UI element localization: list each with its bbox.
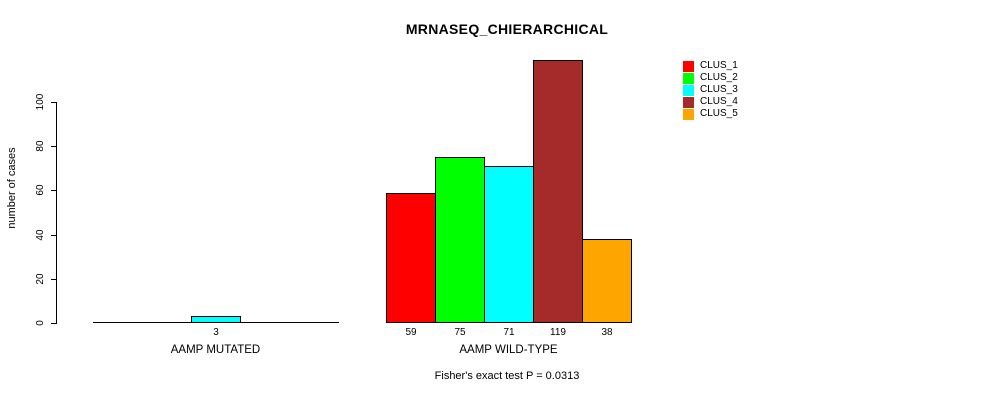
bar bbox=[435, 157, 485, 323]
bar-value-label: 71 bbox=[503, 327, 515, 338]
zero-bar-line bbox=[240, 322, 290, 323]
y-tick bbox=[51, 146, 56, 147]
legend-swatch bbox=[683, 108, 694, 120]
y-tick bbox=[51, 235, 56, 236]
zero-bar-line bbox=[93, 322, 143, 323]
legend-label: CLUS_5 bbox=[700, 108, 738, 119]
bar bbox=[386, 193, 436, 323]
bar-value-label: 3 bbox=[213, 327, 219, 338]
y-tick-label: 0 bbox=[34, 320, 46, 326]
legend-label: CLUS_1 bbox=[700, 60, 738, 71]
zero-bar-line bbox=[289, 322, 339, 323]
x-group-label: AAMP MUTATED bbox=[170, 344, 261, 356]
y-tick-label: 100 bbox=[34, 93, 46, 111]
y-tick bbox=[51, 190, 56, 191]
legend-label: CLUS_4 bbox=[700, 96, 738, 107]
legend-item: CLUS_3 bbox=[683, 84, 738, 96]
zero-bar-line bbox=[142, 322, 192, 323]
bar-value-label: 38 bbox=[601, 327, 613, 338]
legend-item: CLUS_2 bbox=[683, 72, 738, 84]
bar-value-label: 75 bbox=[454, 327, 466, 338]
legend-item: CLUS_4 bbox=[683, 96, 738, 108]
bar-value-label: 119 bbox=[550, 327, 566, 338]
y-axis-label: number of cases bbox=[6, 147, 18, 229]
y-tick-label: 60 bbox=[34, 184, 46, 196]
chart-title: MRNASEQ_CHIERARCHICAL bbox=[405, 21, 609, 37]
bar bbox=[533, 60, 583, 323]
legend: CLUS_1 CLUS_2 CLUS_3 CLUS_4 CLUS_5 bbox=[683, 60, 738, 120]
legend-swatch bbox=[683, 96, 694, 108]
legend-swatch bbox=[683, 72, 694, 84]
x-group-label: AAMP WILD-TYPE bbox=[459, 344, 558, 356]
bar bbox=[191, 316, 241, 323]
y-tick-label: 80 bbox=[34, 140, 46, 152]
y-tick bbox=[51, 279, 56, 280]
legend-swatch bbox=[683, 84, 694, 96]
legend-item: CLUS_5 bbox=[683, 108, 738, 120]
legend-label: CLUS_2 bbox=[700, 72, 738, 83]
legend-swatch bbox=[683, 60, 694, 72]
bar bbox=[484, 166, 534, 323]
legend-label: CLUS_3 bbox=[700, 84, 738, 95]
y-tick-label: 20 bbox=[34, 273, 46, 285]
y-axis-line bbox=[56, 102, 57, 324]
legend-item: CLUS_1 bbox=[683, 60, 738, 72]
y-tick bbox=[51, 323, 56, 324]
y-tick bbox=[51, 102, 56, 103]
bar-value-label: 59 bbox=[405, 327, 417, 338]
y-tick-label: 40 bbox=[34, 229, 46, 241]
bar bbox=[582, 239, 632, 323]
chart-subtitle: Fisher's exact test P = 0.0313 bbox=[434, 370, 580, 382]
